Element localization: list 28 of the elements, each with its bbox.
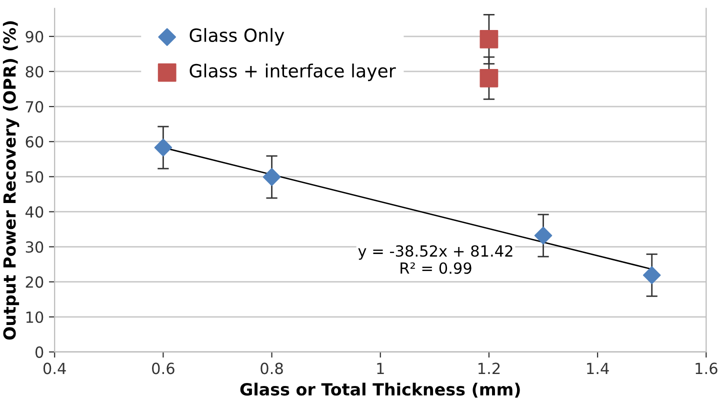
- y-tick-label: 40: [25, 206, 44, 218]
- annotation: y = -38.52x + 81.42 R² = 0.99: [358, 245, 512, 274]
- point: [480, 68, 498, 88]
- y-tick-label: 30: [26, 241, 44, 253]
- x-tick-label: 1.4: [587, 362, 609, 374]
- point: [534, 226, 552, 244]
- point: [480, 30, 498, 48]
- y-tick-label: 80: [26, 66, 44, 78]
- y-tick-label: 10: [26, 311, 44, 323]
- x-tick-label: 0.4: [43, 362, 66, 374]
- y-axis-title: Output Power Recovery (OPR) (%): [2, 21, 20, 340]
- point: [642, 266, 661, 284]
- x-tick-label: 0.8: [260, 362, 283, 374]
- y-tick-label: 60: [26, 136, 44, 148]
- y-tick-label: 70: [26, 101, 44, 113]
- y-tick-label: 50: [26, 171, 44, 183]
- legend-label: Glass Only: [190, 28, 284, 46]
- y-tick-label: 90: [26, 30, 44, 42]
- legend-label: Glass + interface layer: [190, 64, 396, 82]
- y-tick-label: 20: [26, 276, 44, 288]
- x-axis-title: Glass or Total Thickness (mm): [240, 382, 520, 398]
- x-tick-label: 1: [377, 362, 384, 374]
- x-tick-label: 1.2: [478, 362, 500, 374]
- point: [262, 168, 281, 186]
- point: [154, 138, 172, 156]
- x-tick-label: 1.6: [696, 362, 718, 374]
- y-tick-label: 0: [35, 346, 44, 358]
- x-tick-label: 0.6: [152, 362, 174, 374]
